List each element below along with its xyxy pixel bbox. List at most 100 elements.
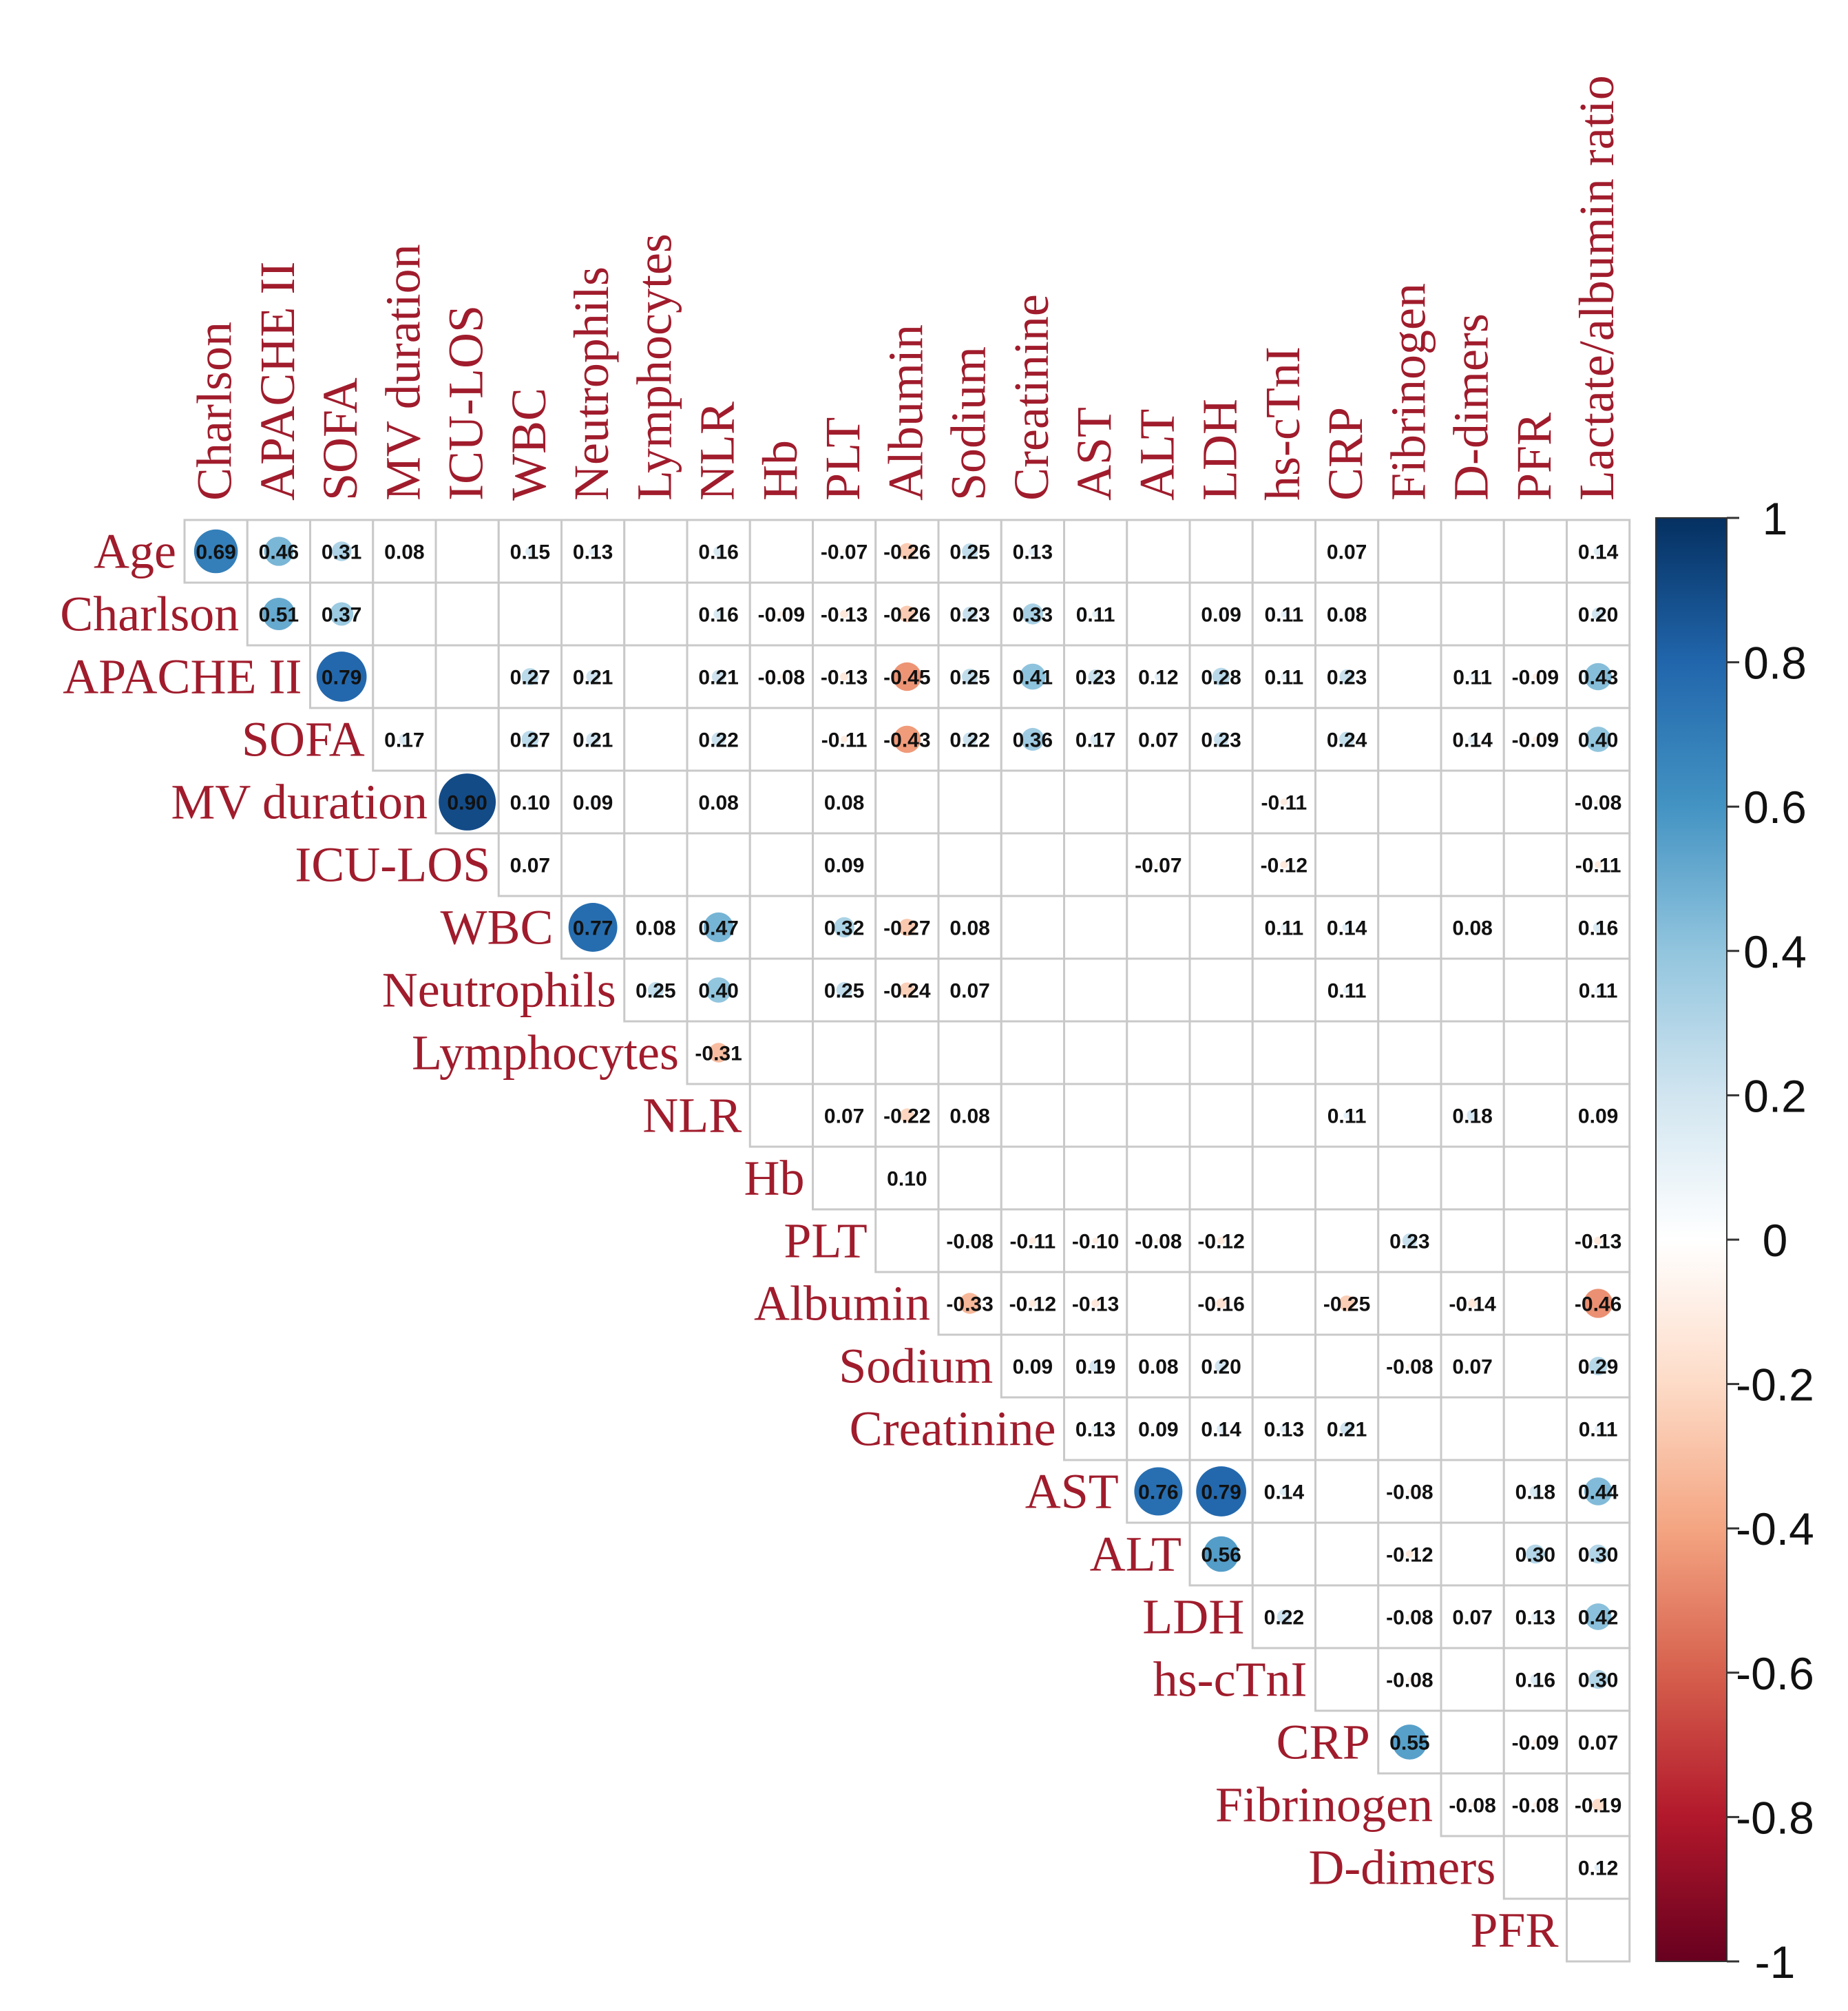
correlation-value: 0.13 bbox=[573, 541, 613, 564]
correlation-value: 0.12 bbox=[1138, 667, 1178, 689]
correlation-value: -0.12 bbox=[1386, 1544, 1433, 1567]
correlation-value: -0.08 bbox=[946, 1231, 993, 1253]
matrix-cell bbox=[623, 707, 689, 772]
correlation-value: 0.31 bbox=[322, 541, 361, 564]
correlation-value: -0.13 bbox=[821, 604, 868, 627]
colorbar-tick-label: 0.4 bbox=[1743, 926, 1807, 977]
correlation-value: 0.76 bbox=[1138, 1481, 1178, 1504]
matrix-cell bbox=[1188, 895, 1254, 960]
row-label: PFR bbox=[1470, 1903, 1558, 1958]
correlation-value: 0.23 bbox=[1075, 667, 1115, 689]
matrix-cell bbox=[1377, 1396, 1442, 1461]
correlation-value: 0.11 bbox=[1579, 980, 1618, 1003]
correlation-circle bbox=[1154, 672, 1162, 681]
correlation-value: -0.33 bbox=[946, 1293, 993, 1316]
correlation-circle bbox=[834, 917, 854, 938]
matrix-cell bbox=[1188, 1020, 1254, 1085]
correlation-circle bbox=[898, 919, 916, 936]
correlation-circle bbox=[892, 662, 922, 691]
correlation-value: 0.25 bbox=[949, 541, 989, 564]
correlation-value: 0.09 bbox=[1578, 1105, 1618, 1128]
matrix-cell bbox=[1000, 895, 1065, 960]
correlation-value: -0.12 bbox=[1261, 855, 1308, 877]
correlation-circle bbox=[1339, 731, 1355, 747]
matrix-cell bbox=[1502, 769, 1568, 835]
correlation-value: 0.37 bbox=[322, 604, 361, 627]
correlation-value: -0.08 bbox=[1386, 1481, 1433, 1504]
row-label: ICU-LOS bbox=[295, 837, 490, 893]
correlation-value: 0.08 bbox=[698, 792, 738, 815]
matrix-cell bbox=[1502, 895, 1568, 960]
row-label: PLT bbox=[784, 1213, 867, 1269]
matrix-cell bbox=[1251, 519, 1316, 584]
correlation-value: 0.23 bbox=[949, 604, 989, 627]
correlation-circle bbox=[1020, 663, 1046, 690]
correlation-circle bbox=[841, 1113, 847, 1118]
correlation-circle bbox=[527, 862, 533, 867]
correlation-value: 0.09 bbox=[1013, 1356, 1053, 1379]
correlation-circle bbox=[1088, 669, 1103, 685]
correlation-circle bbox=[1280, 860, 1288, 869]
matrix-cell bbox=[1377, 769, 1442, 835]
matrix-cell bbox=[1502, 519, 1568, 584]
matrix-cell bbox=[1188, 1083, 1254, 1148]
matrix-cell bbox=[1063, 1145, 1128, 1211]
colorbar-tick-label: -0.4 bbox=[1736, 1503, 1814, 1554]
matrix-cell bbox=[1314, 1333, 1380, 1399]
correlation-value: 0.09 bbox=[1138, 1419, 1178, 1441]
correlation-value: -0.08 bbox=[1449, 1795, 1495, 1817]
correlation-value: 0.08 bbox=[949, 1105, 989, 1128]
correlation-circle bbox=[1214, 731, 1229, 747]
correlation-circle bbox=[1217, 1236, 1226, 1245]
correlation-value: 0.11 bbox=[1265, 667, 1304, 689]
matrix-cell bbox=[1251, 707, 1316, 772]
correlation-value: 0.44 bbox=[1578, 1481, 1619, 1504]
correlation-circle bbox=[1344, 611, 1350, 617]
correlation-circle bbox=[527, 798, 534, 806]
correlation-value: -0.07 bbox=[1135, 855, 1182, 877]
correlation-circle bbox=[841, 799, 847, 805]
colorbar-tick-label: 0.2 bbox=[1743, 1070, 1807, 1121]
correlation-value: 0.14 bbox=[1578, 541, 1619, 564]
correlation-circle bbox=[1280, 924, 1288, 931]
correlation-value: -0.08 bbox=[1575, 792, 1621, 815]
matrix-cell bbox=[1126, 1020, 1191, 1085]
row-label: Hb bbox=[744, 1151, 805, 1206]
correlation-value: -0.24 bbox=[883, 980, 931, 1003]
matrix-cell bbox=[1314, 769, 1380, 835]
matrix-cell bbox=[812, 1145, 877, 1211]
correlation-circle bbox=[521, 668, 539, 685]
correlation-value: 0.30 bbox=[1578, 1669, 1618, 1692]
colorbar-tick-label: -1 bbox=[1755, 1937, 1796, 1988]
correlation-value: 0.30 bbox=[1515, 1544, 1555, 1567]
correlation-value: 0.16 bbox=[698, 541, 738, 564]
matrix-cells: 0.69 0.46 0.31 0.08 0.15 0.13 0.16 -0.07 -0.26 0.… bbox=[183, 519, 1631, 1963]
correlation-circle bbox=[1467, 1109, 1478, 1121]
matrix-cell bbox=[1000, 1020, 1065, 1085]
correlation-circle bbox=[708, 1043, 728, 1063]
column-label: Charlson bbox=[187, 322, 242, 501]
correlation-circle bbox=[893, 725, 921, 753]
matrix-cell bbox=[1314, 1020, 1380, 1085]
correlation-value: -0.13 bbox=[1072, 1293, 1119, 1316]
correlation-value: 0.08 bbox=[1452, 917, 1492, 940]
correlation-value: 0.11 bbox=[1453, 667, 1492, 689]
correlation-circle bbox=[1594, 1236, 1603, 1245]
correlation-value: 0.14 bbox=[1264, 1481, 1305, 1504]
correlation-value: -0.26 bbox=[883, 604, 930, 627]
matrix-cell bbox=[812, 1020, 877, 1085]
column-label: ICU-LOS bbox=[439, 305, 494, 501]
matrix-cell bbox=[1440, 957, 1505, 1023]
correlation-value: 0.13 bbox=[1264, 1419, 1304, 1441]
matrix-cell bbox=[1314, 1647, 1380, 1712]
correlation-value: -0.14 bbox=[1449, 1293, 1496, 1316]
correlation-value: 0.27 bbox=[510, 667, 550, 689]
correlation-circle bbox=[589, 799, 596, 805]
correlation-circle bbox=[841, 862, 848, 868]
correlation-circle bbox=[1217, 1424, 1226, 1433]
correlation-circle bbox=[1595, 861, 1602, 868]
column-label: MV duration bbox=[375, 244, 430, 501]
correlation-value: 0.90 bbox=[447, 792, 487, 815]
correlation-value: -0.12 bbox=[1197, 1231, 1244, 1253]
correlation-circle bbox=[1469, 673, 1476, 680]
